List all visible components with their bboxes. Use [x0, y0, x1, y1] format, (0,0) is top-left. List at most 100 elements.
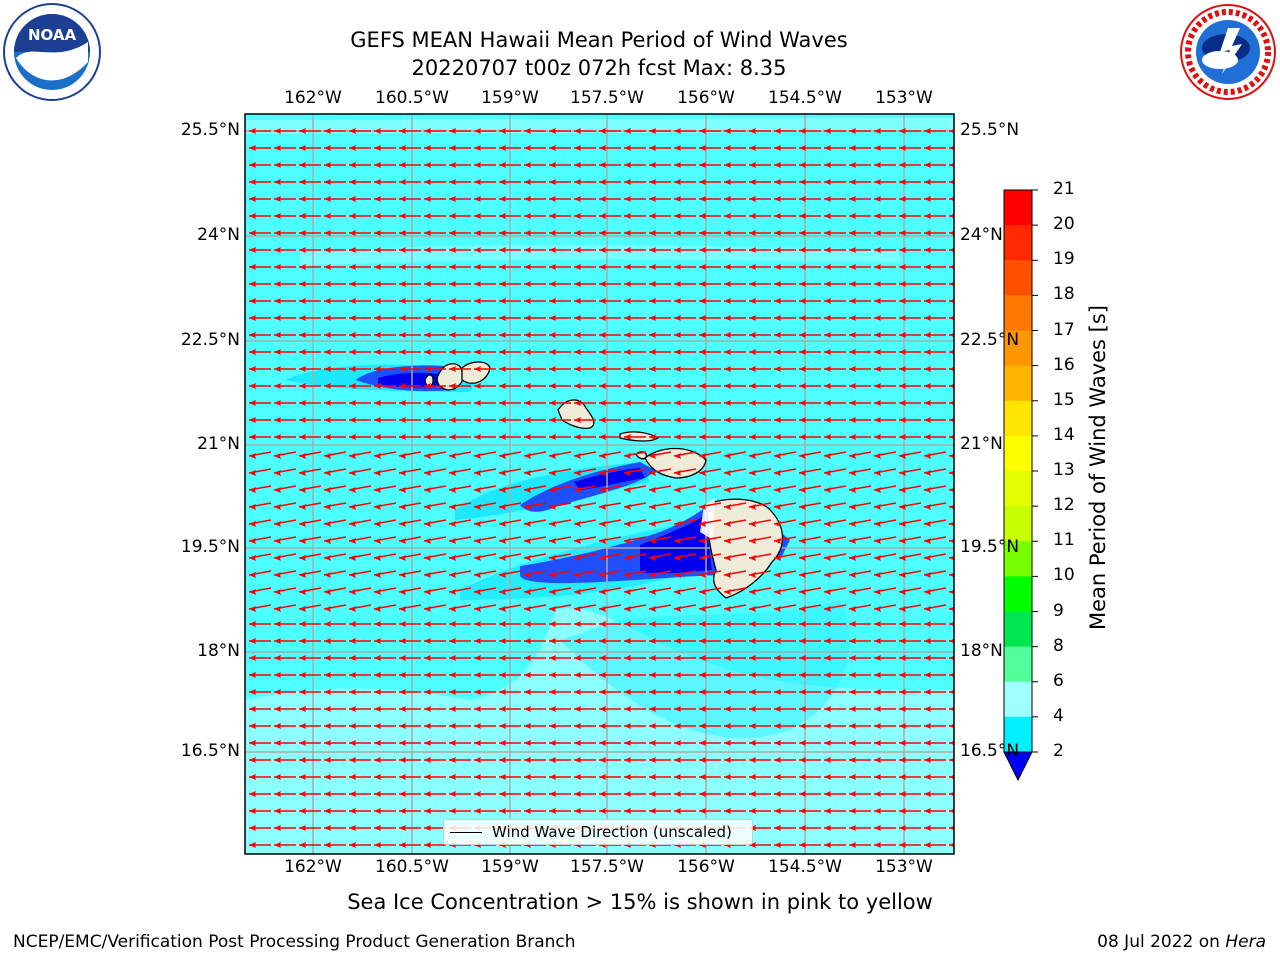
wind-arrow-icon	[399, 740, 421, 746]
wind-arrow-icon	[374, 281, 396, 287]
wind-arrow-icon	[449, 128, 471, 134]
wind-arrow-icon	[598, 468, 622, 476]
wind-arrow-icon	[898, 468, 922, 476]
wind-arrow-icon	[399, 621, 421, 627]
wind-arrow-icon	[398, 519, 422, 527]
wind-arrow-icon	[848, 604, 872, 612]
wind-arrow-icon	[374, 842, 396, 848]
wind-arrow-icon	[799, 672, 821, 678]
wind-arrow-icon	[774, 774, 796, 780]
wind-arrow-icon	[574, 298, 596, 304]
wind-arrow-icon	[373, 553, 397, 561]
wind-arrow-icon	[524, 808, 546, 814]
wind-arrow-icon	[348, 604, 372, 612]
wind-arrow-icon	[574, 383, 596, 389]
wind-arrow-icon	[324, 281, 346, 287]
lat-tick-label-left: 25.5°N	[180, 120, 240, 140]
wind-arrow-icon	[749, 213, 771, 219]
wind-arrow-icon	[473, 468, 497, 476]
wind-arrow-icon	[349, 791, 371, 797]
colorbar-tick-label: 2	[1053, 741, 1064, 761]
wind-arrow-icon	[449, 791, 471, 797]
wind-arrow-icon	[649, 621, 671, 627]
wind-arrow-icon	[699, 213, 721, 219]
wind-arrow-icon	[849, 689, 871, 695]
wind-arrow-icon	[274, 179, 296, 185]
wind-arrow-icon	[324, 757, 346, 763]
wind-arrow-icon	[349, 757, 371, 763]
wind-arrow-icon	[449, 298, 471, 304]
wind-arrow-icon	[924, 638, 946, 644]
machine-name: Hera	[1225, 932, 1266, 952]
wind-arrow-icon	[274, 349, 296, 355]
wind-arrow-icon	[323, 536, 347, 544]
wind-arrow-icon	[748, 587, 772, 595]
wind-arrow-icon	[398, 604, 422, 612]
wind-arrow-icon	[399, 774, 421, 780]
wind-arrow-icon	[899, 247, 921, 253]
wind-arrow-icon	[723, 468, 747, 476]
wind-arrow-icon	[598, 451, 622, 459]
wind-arrow-icon	[499, 315, 521, 321]
wind-arrow-icon	[374, 264, 396, 270]
wind-arrow-icon	[474, 315, 496, 321]
wind-arrow-icon	[849, 366, 871, 372]
wind-arrow-icon	[573, 485, 597, 493]
colorbar-tick-label: 17	[1053, 319, 1075, 340]
wind-arrow-icon	[849, 145, 871, 151]
wind-arrow-icon	[874, 213, 896, 219]
wind-arrow-icon	[724, 400, 746, 406]
wind-arrow-icon	[673, 570, 697, 578]
lat-tick-label-right: 24°N	[960, 225, 1003, 245]
wind-arrow-icon	[749, 247, 771, 253]
wind-arrow-icon	[949, 264, 954, 270]
wind-arrow-icon	[549, 162, 571, 168]
wind-arrow-icon	[349, 842, 371, 848]
wind-arrow-icon	[724, 179, 746, 185]
wind-arrow-icon	[498, 502, 522, 510]
wind-arrow-icon	[474, 247, 496, 253]
wind-arrow-icon	[724, 213, 746, 219]
wind-arrow-icon	[949, 400, 954, 406]
wind-arrow-icon	[824, 145, 846, 151]
wind-arrow-icon	[374, 825, 396, 831]
wind-arrow-icon	[949, 349, 954, 355]
long-period-zone	[245, 608, 954, 854]
colorbar-tick-label: 14	[1053, 424, 1075, 445]
wind-arrow-icon	[349, 230, 371, 236]
wind-arrow-icon	[749, 315, 771, 321]
wind-arrow-icon	[674, 723, 696, 729]
wind-arrow-icon	[549, 128, 571, 134]
lat-tick-label-right: 25.5°N	[960, 120, 1020, 140]
wind-arrow-icon	[349, 417, 371, 423]
wind-arrow-icon	[799, 366, 821, 372]
wind-arrow-icon	[699, 128, 721, 134]
wind-arrow-icon	[424, 655, 446, 661]
wind-arrow-icon	[549, 655, 571, 661]
wind-arrow-icon	[873, 587, 897, 595]
wind-arrow-icon	[324, 179, 346, 185]
wind-arrow-icon	[698, 604, 722, 612]
wind-arrow-icon	[449, 349, 471, 355]
wind-arrow-icon	[749, 808, 771, 814]
wind-arrow-icon	[924, 825, 946, 831]
wind-arrow-icon	[474, 740, 496, 746]
wind-arrow-icon	[774, 298, 796, 304]
wind-arrow-icon	[423, 468, 447, 476]
wind-arrow-icon	[249, 162, 271, 168]
wind-arrow-icon	[948, 487, 954, 493]
wind-arrow-icon	[774, 179, 796, 185]
wind-arrow-icon	[873, 519, 897, 527]
wind-arrow-icon	[299, 128, 321, 134]
wind-arrow-icon	[623, 485, 647, 493]
wind-arrow-icon	[449, 689, 471, 695]
wind-arrow-icon	[349, 264, 371, 270]
wind-arrow-icon	[373, 468, 397, 476]
wind-arrow-icon	[449, 264, 471, 270]
wind-arrow-icon	[748, 502, 772, 510]
wind-arrow-icon	[349, 655, 371, 661]
wind-arrow-icon	[424, 179, 446, 185]
wind-arrow-icon	[574, 162, 596, 168]
wind-arrow-icon	[898, 519, 922, 527]
wind-arrow-icon	[324, 213, 346, 219]
